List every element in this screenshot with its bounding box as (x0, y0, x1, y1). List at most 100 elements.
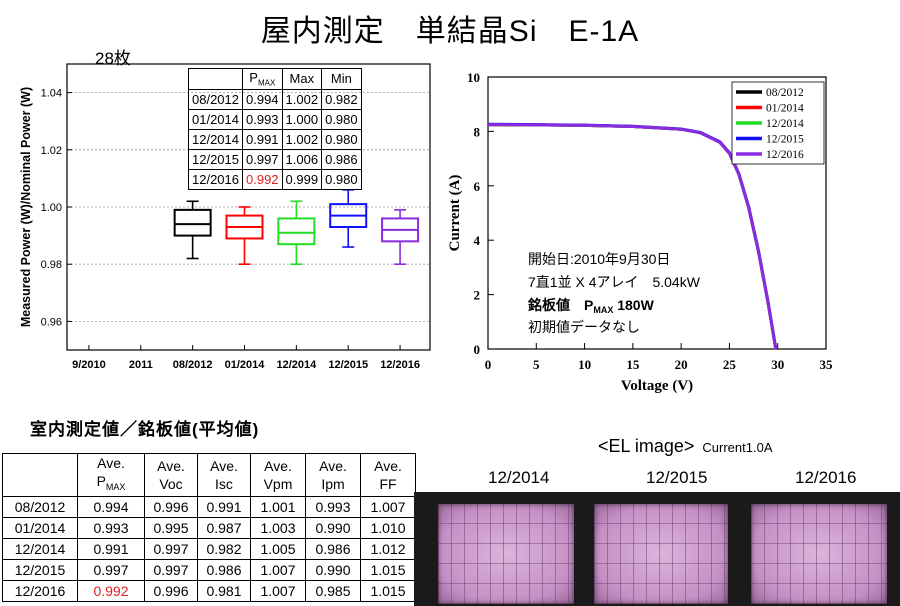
cell: 0.986 (305, 537, 361, 560)
box-body (277, 217, 316, 246)
cell: 1.005 (250, 537, 306, 560)
x-tick-label: 08/2012 (173, 359, 213, 371)
cell: 1.007 (250, 579, 306, 602)
cell: 0.980 (321, 108, 362, 130)
box-plot-chart: 0.960.981.001.021.04 9/2010 2011 08/2012 01… (19, 63, 431, 371)
legend-label: 12/2015 (766, 134, 804, 146)
x-tick-label: 01/2014 (225, 359, 266, 371)
box-12/2015 (329, 189, 368, 248)
box-08/2012 (173, 200, 212, 260)
legend-label: 12/2014 (766, 118, 804, 130)
cell: 0.986 (197, 558, 251, 581)
y-tick-label: 0.98 (41, 259, 62, 271)
x-tick-label: 12/2014 (276, 359, 317, 371)
cell: 1.012 (360, 537, 416, 560)
box-table-corner (188, 68, 243, 90)
iv-x-tick-label: 30 (771, 357, 784, 372)
iv-x-tick-label: 15 (626, 357, 640, 372)
table-row: 12/2016 0.992 0.996 0.981 1.007 0.985 1.015 (2, 579, 416, 602)
cell: 0.997 (144, 537, 198, 560)
cell: 0.986 (321, 148, 362, 170)
cell: 1.003 (250, 516, 306, 539)
y-tick-label: 1.04 (41, 88, 62, 100)
el-current-label: Current1.0A (702, 440, 773, 455)
cell: 01/2014 (188, 108, 243, 130)
iv-y-tick-label: 10 (467, 70, 480, 85)
legend-label: 12/2016 (766, 149, 804, 161)
cell: 0.997 (144, 558, 198, 581)
cell: 1.000 (281, 108, 323, 130)
table-row: 12/2014 0.991 0.997 0.982 1.005 0.986 1.012 (2, 537, 416, 560)
cell: 1.010 (360, 516, 416, 539)
legend-label: 08/2012 (766, 87, 804, 99)
cell: 0.990 (305, 516, 361, 539)
table-row: 08/2012 0.994 0.996 0.991 1.001 0.993 1.007 (2, 495, 416, 518)
cell: 0.991 (242, 128, 283, 150)
box-12/2014 (277, 200, 316, 266)
cell-highlight: 0.992 (242, 168, 283, 190)
cell: 0.980 (321, 128, 362, 150)
box-summary-table: PMAX Max Min 08/2012 0.994 1.002 0.982 01/2… (188, 68, 362, 190)
info-nameplate: 銘板値 PMAX 180W (528, 297, 655, 315)
el-panel-2014 (438, 504, 574, 604)
cell: 0.987 (197, 516, 251, 539)
cell: 12/2015 (2, 558, 78, 581)
table-row: 01/2014 0.993 0.995 0.987 1.003 0.990 1.010 (2, 516, 416, 539)
y-tick-label: 1.02 (41, 145, 62, 157)
info-start-date: 開始日:2010年9月30日 (528, 251, 670, 267)
cell: 0.994 (77, 495, 145, 518)
cell: 12/2014 (188, 128, 243, 150)
cell: 0.997 (77, 558, 145, 581)
cell: 0.990 (305, 558, 361, 581)
cell: 0.996 (144, 579, 198, 602)
avg-header-vpm: Ave. Vpm (250, 453, 306, 497)
box-body (173, 208, 212, 237)
cell: 1.007 (360, 495, 416, 518)
cell: 0.982 (321, 88, 362, 110)
iv-y-tick-label: 6 (474, 179, 481, 194)
avg-header-isc: Ave. Isc (197, 453, 251, 497)
box-table-header-max: Max (281, 68, 323, 90)
y-tick-label: 0.96 (41, 316, 62, 328)
el-panel-2016 (751, 504, 887, 604)
iv-x-tick-label: 25 (723, 357, 737, 372)
iv-x-tick-label: 20 (675, 357, 688, 372)
cell: 08/2012 (188, 88, 243, 110)
el-panel-2015 (594, 504, 728, 604)
table-row: 08/2012 0.994 1.002 0.982 (188, 88, 362, 110)
average-table-title: 室内測定値／銘板値(平均値) (30, 420, 260, 439)
avg-header-ff: Ave. FF (360, 453, 416, 497)
cell: 12/2016 (2, 579, 78, 602)
box-table-header-pmax: PMAX (242, 68, 283, 90)
el-image-title: <EL image> Current1.0A (598, 436, 773, 456)
cell-highlight: 0.992 (77, 579, 145, 602)
cell: 0.999 (281, 168, 323, 190)
el-label-2014: 12/2014 (488, 468, 550, 487)
box-01/2014 (225, 206, 264, 266)
x-tick-label: 12/2016 (380, 359, 420, 371)
cell: 1.002 (281, 88, 323, 110)
avg-header-pmax: Ave. PMAX (77, 453, 145, 497)
iv-y-tick-label: 0 (474, 342, 481, 357)
table-row: 12/2015 0.997 0.997 0.986 1.007 0.990 1.015 (2, 558, 416, 581)
avg-table-corner (2, 453, 78, 497)
cell: 08/2012 (2, 495, 78, 518)
y-tick-label: 1.00 (41, 202, 62, 214)
avg-header-voc: Ave. Voc (144, 453, 198, 497)
cell: 0.994 (242, 88, 283, 110)
average-ratio-table: Ave. PMAX Ave. Voc Ave. Isc Ave. Vpm Ave. Ipm… (2, 453, 416, 602)
cell: 0.995 (144, 516, 198, 539)
table-row: 12/2016 0.992 0.999 0.980 (188, 168, 362, 190)
info-array-config: 7直1並 X 4アレイ 5.04kW (528, 274, 701, 290)
el-label-2015: 12/2015 (646, 468, 708, 487)
cell: 0.997 (242, 148, 283, 170)
iv-x-tick-label: 0 (485, 357, 492, 372)
table-row: 12/2015 0.997 1.006 0.986 (188, 148, 362, 170)
cell: 01/2014 (2, 516, 78, 539)
el-image-strip (414, 492, 900, 606)
cell: 0.993 (305, 495, 361, 518)
cell: 0.981 (197, 579, 251, 602)
cell: 0.991 (77, 537, 145, 560)
iv-y-tick-label: 2 (474, 288, 481, 303)
x-tick-label: 12/2015 (328, 359, 368, 371)
